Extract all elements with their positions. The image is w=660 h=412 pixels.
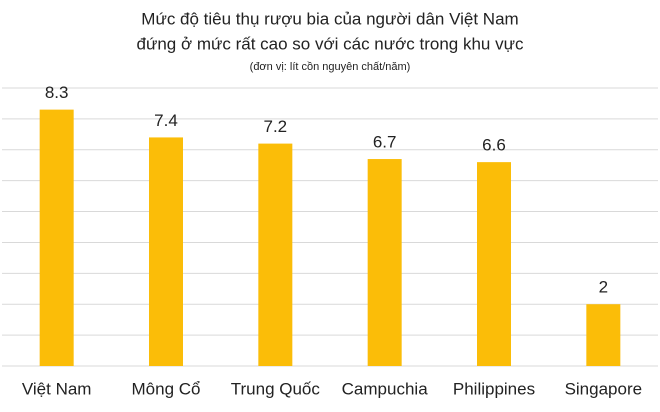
- chart-title: Mức độ tiêu thụ rượu bia của người dân V…: [141, 9, 518, 28]
- bar: [258, 143, 293, 366]
- chart-subtitle: (đơn vị: lít cồn nguyên chất/năm): [250, 61, 411, 73]
- bar: [586, 304, 621, 366]
- value-label: 7.2: [264, 117, 288, 136]
- bar: [149, 137, 183, 366]
- bar: [367, 159, 402, 366]
- bar: [477, 162, 511, 366]
- value-label: 2: [599, 278, 608, 297]
- value-label: 6.6: [482, 136, 506, 155]
- bar: [39, 109, 74, 366]
- value-label: 6.7: [373, 133, 397, 152]
- value-label: 7.4: [154, 111, 178, 130]
- x-tick-label: Philippines: [453, 379, 535, 398]
- x-tick-label: Campuchia: [342, 379, 429, 398]
- value-label: 8.3: [45, 83, 69, 102]
- x-tick-label: Trung Quốc: [231, 379, 321, 398]
- x-tick-label: Việt Nam: [22, 379, 92, 398]
- chart-title: đứng ở mức rất cao so với các nước trong…: [137, 34, 524, 53]
- x-tick-label: Mông Cổ: [132, 379, 201, 398]
- x-tick-label: Singapore: [565, 379, 643, 398]
